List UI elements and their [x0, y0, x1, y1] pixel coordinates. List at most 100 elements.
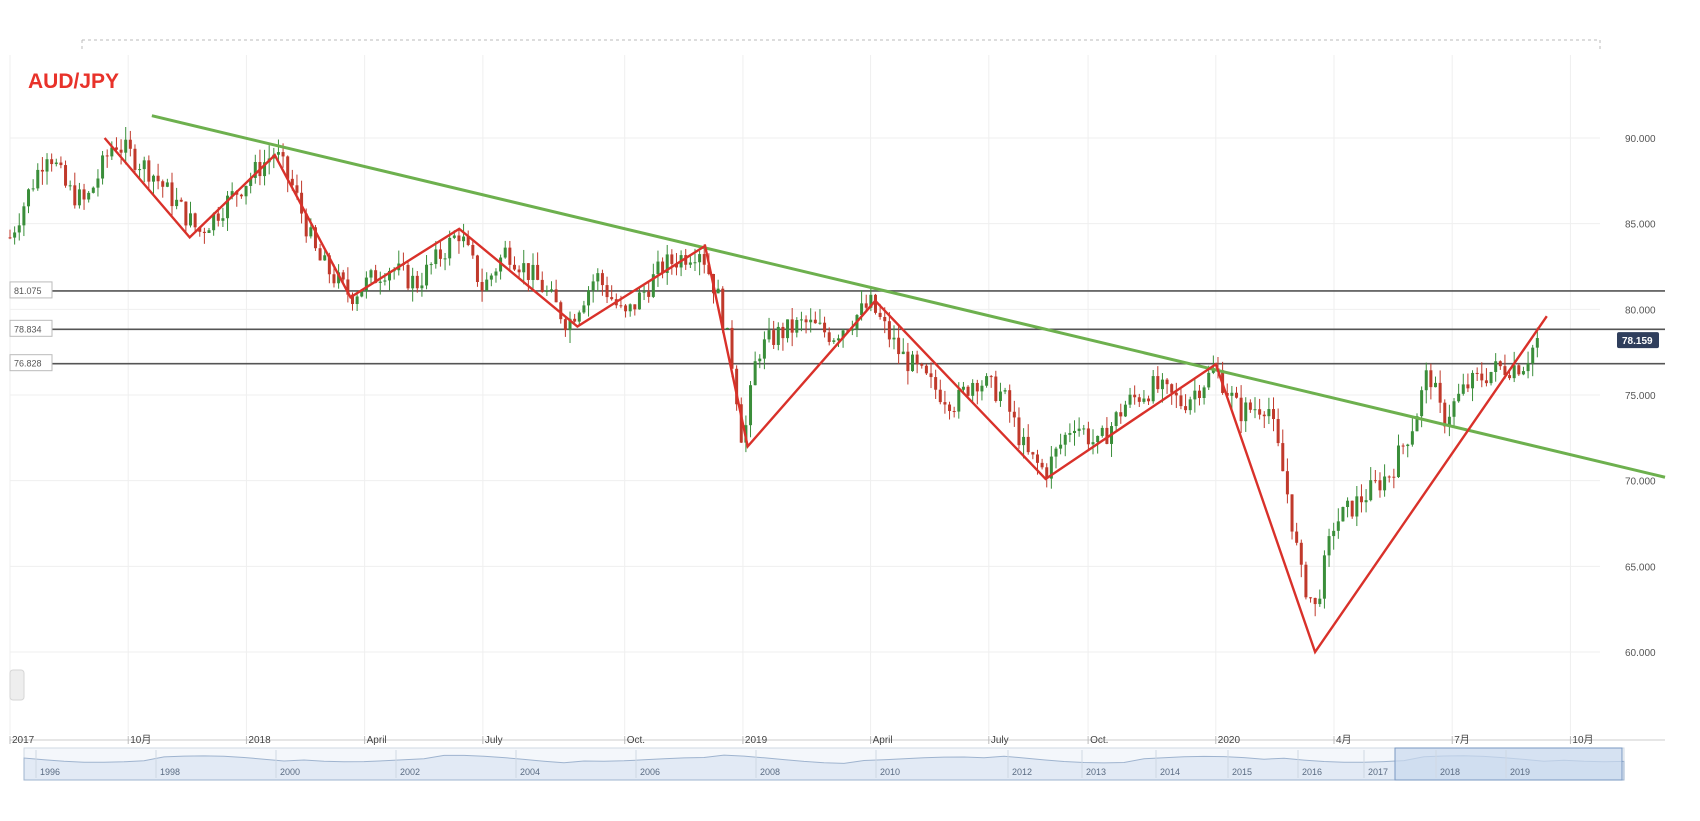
candle-body [517, 269, 521, 273]
candle-body [628, 304, 632, 312]
candle-body [1272, 409, 1276, 420]
candle-body [1424, 370, 1428, 391]
candle-body [948, 404, 952, 412]
candle-body [378, 281, 382, 283]
candle-body [276, 152, 280, 155]
candle-body [1003, 390, 1007, 392]
candle-body [1035, 454, 1039, 463]
candle-body [1494, 361, 1498, 372]
candle-body [670, 254, 674, 264]
candle-body [1008, 390, 1012, 412]
time-tick-label: 2020 [1218, 735, 1241, 746]
time-tick-label: 4月 [1336, 734, 1352, 746]
candle-body [957, 389, 961, 412]
last-price-text: 78.159 [1622, 336, 1653, 347]
time-tick-label: 10月 [1572, 734, 1593, 746]
candle-body [466, 236, 470, 245]
time-tick-label: April [367, 735, 387, 746]
candle-body [323, 255, 327, 261]
candle-body [1119, 412, 1123, 417]
last-price-label: 78.159 [1617, 332, 1659, 349]
time-tick-label: 7月 [1454, 734, 1470, 746]
candle-body [596, 273, 600, 282]
candle-body [198, 227, 202, 232]
candle-body [1170, 384, 1174, 393]
candle-body [661, 261, 665, 273]
candle-body [1188, 399, 1192, 411]
candle-body [138, 169, 142, 171]
candle-body [887, 321, 891, 340]
candle-body [980, 385, 984, 392]
candle-body [1142, 398, 1146, 402]
candle-body [438, 249, 442, 259]
candle-body [1350, 500, 1354, 517]
level-label-box [9, 354, 53, 372]
candle-body [1276, 419, 1280, 444]
candle-body [508, 247, 512, 265]
level-label: 81.075 [14, 286, 42, 296]
candle-body [286, 156, 290, 179]
candle-body [142, 160, 146, 170]
candle-body [591, 281, 595, 291]
candle-body [1383, 476, 1387, 491]
candle-body [1508, 375, 1512, 379]
candle-body [216, 213, 220, 221]
chart-title: AUD/JPY [28, 70, 120, 93]
candle-body [823, 322, 827, 333]
candle-body [1105, 427, 1109, 444]
candle-body [1239, 397, 1243, 422]
candle-body [1526, 363, 1530, 372]
candle-body [1415, 416, 1419, 432]
candle-body [786, 319, 790, 339]
candle-body [263, 162, 267, 177]
navigator-panel[interactable]: 1996 1998 2000 2002 2004 2006 2008 2010 2012 2013… [23, 747, 1625, 781]
zoom-control[interactable] [9, 669, 25, 701]
candle-body [485, 279, 489, 291]
candle-body [114, 147, 118, 150]
candle-body [735, 368, 739, 405]
candle-body [1457, 393, 1461, 402]
candle-body [795, 320, 799, 333]
candle-body [415, 275, 419, 289]
zigzag-line-layer [103, 137, 1548, 655]
horizontal-levels: 81.075 78.834 76.828 [9, 281, 1665, 372]
candle-body [1230, 392, 1234, 396]
candle-body [239, 194, 243, 197]
candle-body [1281, 443, 1285, 472]
candle-body [133, 148, 137, 170]
candle-body [73, 185, 77, 206]
candle-body [489, 275, 493, 280]
candle-body [739, 404, 743, 443]
candle-body [1410, 431, 1414, 445]
navigator-label: 2010 [880, 767, 900, 777]
candle-body [1475, 372, 1479, 374]
candle-body [1068, 433, 1072, 435]
candle-body [924, 365, 928, 374]
navigator-label: 2018 [1440, 767, 1460, 777]
price-tick-label: 70.000 [1625, 477, 1656, 488]
zigzag-line [103, 137, 1548, 655]
candle-body [193, 213, 197, 228]
candle-body [1290, 494, 1294, 532]
candle-body [1521, 371, 1525, 375]
candle-body [1512, 365, 1516, 379]
candle-body [554, 289, 558, 303]
candle-body [327, 255, 331, 275]
candle-body [1207, 372, 1211, 388]
candle-body [175, 199, 179, 207]
candle-body [101, 155, 105, 179]
candle-body [184, 201, 188, 226]
candle-body [684, 255, 688, 265]
candle-body [730, 327, 734, 369]
candle-body [1369, 480, 1373, 501]
price-tick-label: 60.000 [1625, 648, 1656, 659]
trend-line [151, 114, 1666, 479]
candle-body [471, 244, 475, 256]
candle-body [425, 264, 429, 286]
candle-body [1073, 430, 1077, 434]
candle-body [281, 152, 285, 157]
candle-body [1184, 406, 1188, 411]
candle-body [1378, 480, 1382, 491]
